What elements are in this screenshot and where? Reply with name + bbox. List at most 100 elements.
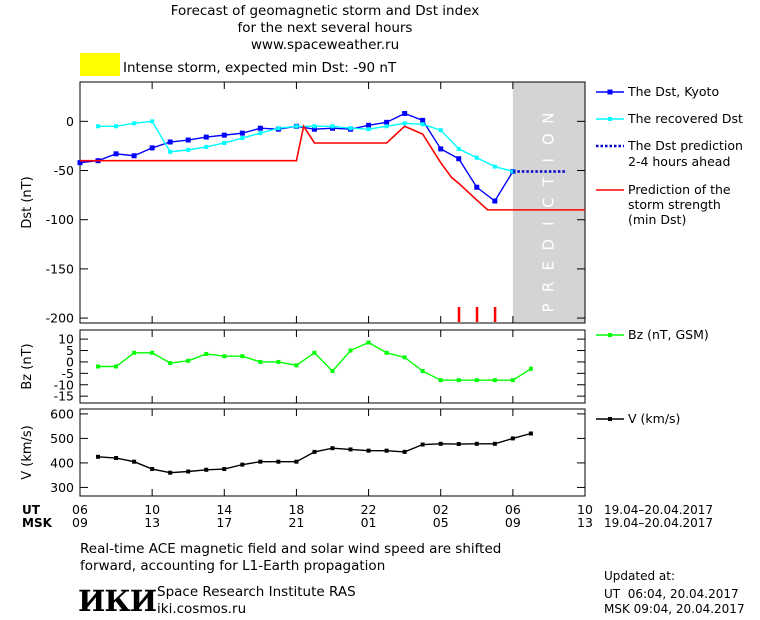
data-point [312,449,317,454]
data-point [366,127,371,132]
data-point [528,431,533,436]
data-point [96,124,101,129]
data-point [240,354,245,359]
data-point [276,126,281,131]
msk-tick-label: 09 [72,515,88,530]
prediction-region [512,82,585,323]
data-point [203,134,209,140]
data-point [114,456,119,461]
data-point [294,459,299,464]
y-tick-label: 10 [58,332,74,347]
data-point [456,156,462,162]
data-point [221,132,227,138]
data-point [492,198,498,204]
data-point [204,351,209,356]
data-point [204,467,209,472]
data-point [438,128,443,133]
panel-frame [79,408,586,497]
data-point [113,151,119,157]
data-point [438,146,444,152]
y-tick-label: 5 [66,343,74,358]
data-point [186,147,191,152]
data-point [131,153,137,159]
data-point [168,149,173,154]
prediction-label-letter: I [539,158,557,162]
data-point [366,340,371,345]
y-tick-label: -150 [46,261,74,276]
data-point [474,184,480,190]
legend-strength-line2: storm strength [628,197,721,212]
ut-tick-label: 06 [72,502,88,517]
data-point [114,124,119,129]
legend-dst-kyoto-marker [607,89,613,95]
data-point [132,459,137,464]
data-point [114,364,119,369]
ut-tick-label: 18 [288,502,304,517]
data-point [384,119,390,125]
y-tick-label: -50 [54,163,74,178]
footer-note-line2: forward, accounting for L1-Earth propaga… [80,558,386,574]
msk-tick-label: 05 [433,515,449,530]
y-tick-label: 0 [66,114,74,129]
y-tick-label: -15 [54,389,74,404]
msk-tick-label: 01 [361,515,377,530]
data-point [384,124,389,129]
data-point [348,348,353,353]
legend-prediction-line1: The Dst prediction [627,138,743,153]
data-point [276,359,281,364]
data-point [420,117,426,123]
prediction-label-letter: P [539,303,557,312]
data-point [168,470,173,475]
data-point [510,436,515,441]
data-point [474,441,479,446]
panel-frame [79,81,586,324]
data-point [258,131,263,136]
prediction-label-letter: N [539,112,557,123]
chart-title-line2: for the next several hours [237,20,413,36]
legend-bz-marker [608,333,612,337]
legend-strength-line3: (min Dst) [628,212,686,227]
data-point [492,164,497,169]
y-axis-label: Dst (nT) [20,176,35,228]
data-point [420,369,425,374]
data-point [402,449,407,454]
msk-tick-label: 17 [216,515,232,530]
data-point [492,378,497,383]
prediction-label-letter: O [539,133,557,145]
data-point [258,459,263,464]
msk-tick-label: 13 [577,515,593,530]
data-point [492,441,497,446]
footer-note-line1: Real-time ACE magnetic field and solar w… [80,541,502,557]
data-point [185,137,191,143]
data-point [204,144,209,149]
prediction-label-letter: E [539,261,557,270]
data-point [312,350,317,355]
iki-logo: ИКИ [78,584,157,618]
legend-recovered-marker [608,117,612,121]
y-tick-label: 500 [50,431,74,446]
data-point [312,124,317,129]
data-point [474,378,479,383]
data-point [222,467,227,472]
data-point [240,136,245,141]
ut-axis-label: UT [22,503,40,517]
ut-tick-label: 06 [505,502,521,517]
data-point [402,355,407,360]
prediction-label-letter: I [539,221,557,225]
data-point [150,467,155,472]
ut-tick-label: 02 [433,502,449,517]
data-point [149,145,155,151]
series-line-1-0 [98,341,532,381]
ut-tick-label: 10 [144,502,160,517]
y-tick-label: 0 [66,354,74,369]
y-tick-label: -100 [46,212,74,227]
data-point [132,350,137,355]
y-axis-label: V (km/s) [20,425,35,480]
storm-marker [493,307,497,322]
data-point [348,126,353,131]
msk-tick-label: 13 [144,515,160,530]
ut-date-range: 19.04–20.04.2017 [604,503,714,517]
y-tick-label: -200 [46,311,74,326]
ut-tick-label: 10 [577,502,593,517]
data-point [438,378,443,383]
